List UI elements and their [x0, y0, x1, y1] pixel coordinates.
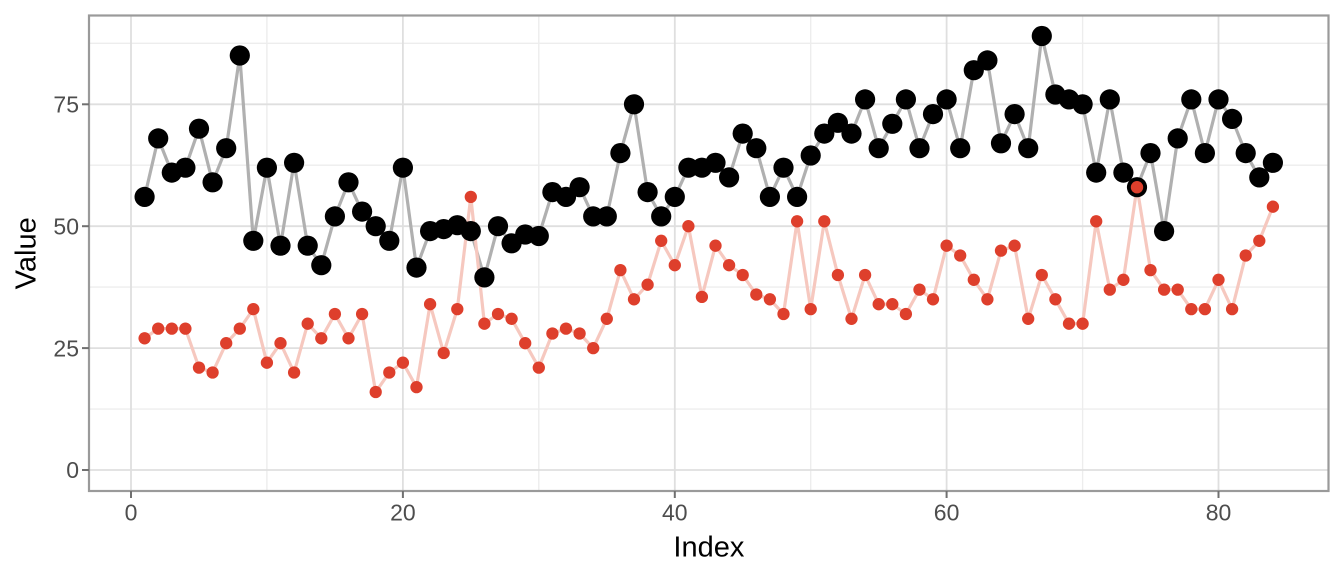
svg-text:50: 50 — [53, 213, 79, 239]
svg-text:40: 40 — [662, 500, 688, 526]
svg-text:75: 75 — [53, 92, 79, 118]
svg-text:Index: Index — [673, 531, 744, 563]
svg-text:60: 60 — [934, 500, 960, 526]
svg-text:0: 0 — [125, 500, 138, 526]
svg-text:0: 0 — [66, 457, 79, 483]
svg-text:Value: Value — [10, 217, 42, 289]
svg-text:25: 25 — [53, 335, 79, 361]
svg-text:80: 80 — [1206, 500, 1232, 526]
svg-text:20: 20 — [390, 500, 416, 526]
